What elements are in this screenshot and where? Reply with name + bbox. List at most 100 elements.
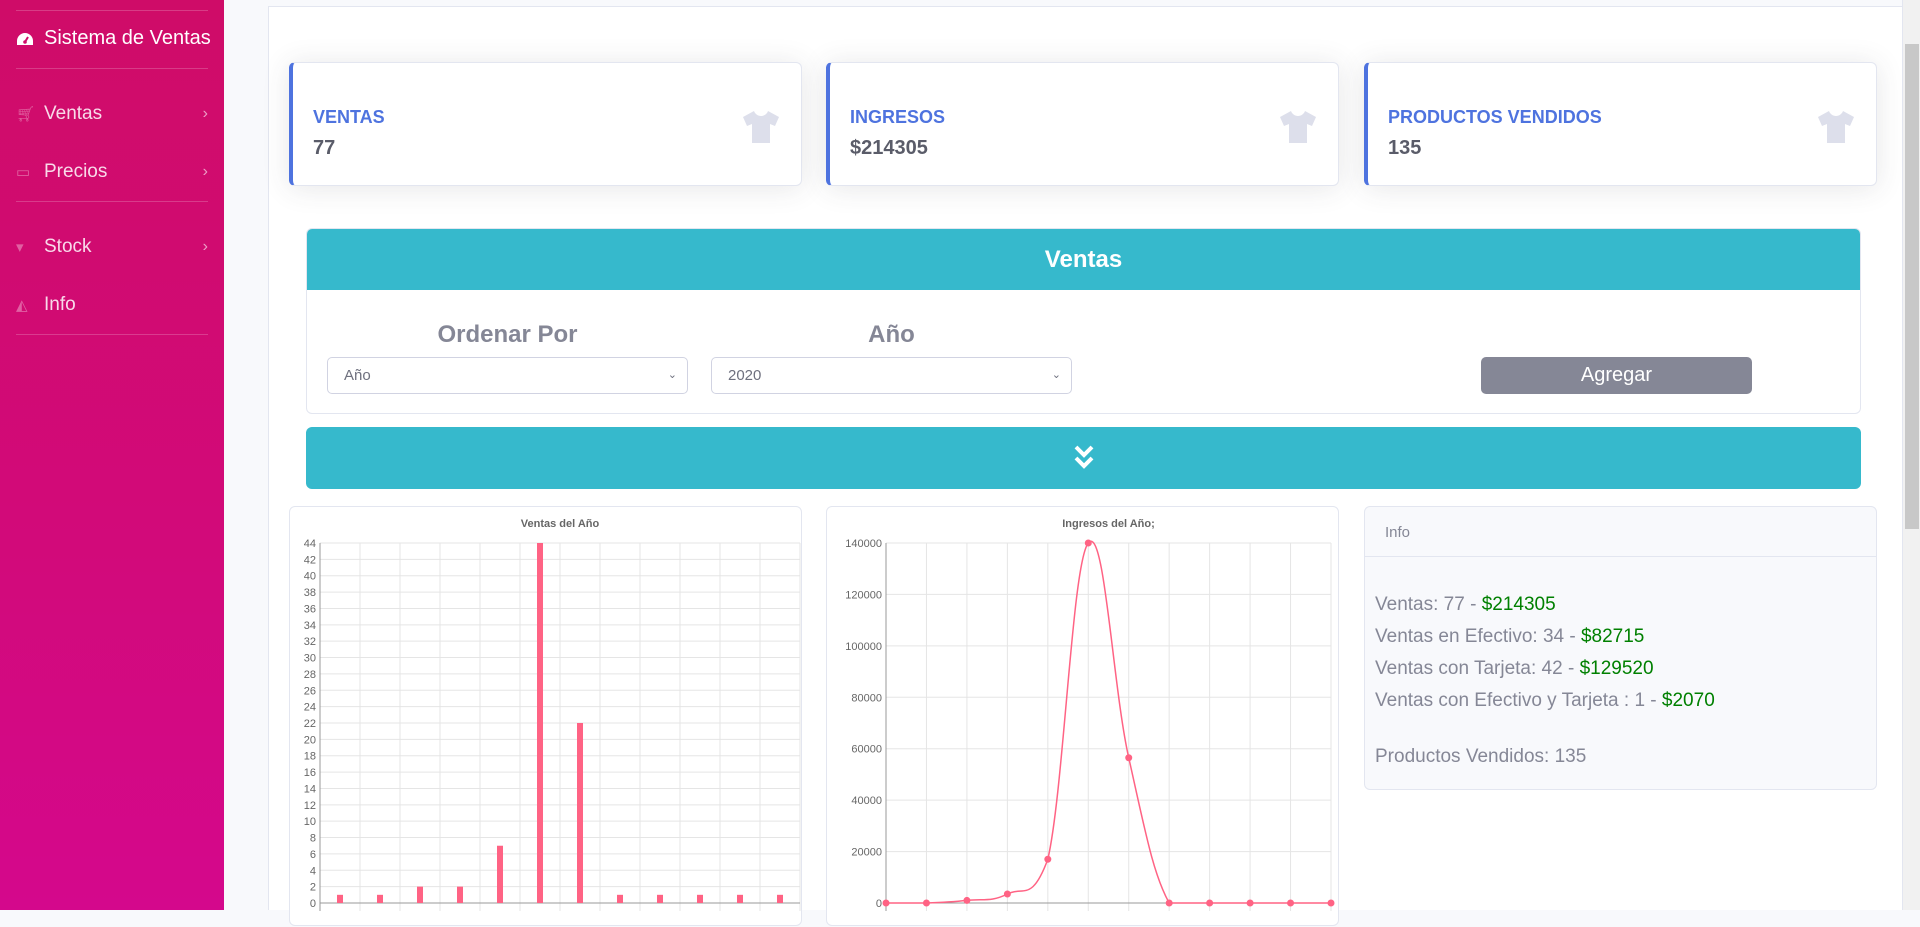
y-tick-label: 42 [304,554,316,566]
panel-title: Ventas [307,229,1860,290]
y-tick-label: 2 [310,882,316,894]
data-point [1003,890,1011,898]
y-tick-label: 10 [304,816,316,828]
y-tick-label: 14 [304,783,316,795]
chart-title: Ingresos del Año; [1062,518,1155,530]
sidebar-item-ventas[interactable]: 🛒︎ Ventas › [16,103,208,125]
y-tick-label: 26 [304,685,316,697]
bar [617,894,623,903]
data-point [1044,855,1052,863]
data-point [922,899,930,907]
bar [457,886,463,903]
y-tick-label: 0 [876,898,882,910]
data-point [1084,539,1092,547]
bar [377,894,383,903]
year-label: Año [868,321,915,348]
stat-card-ingresos: INGRESOS $214305 [826,62,1339,186]
area-chart-icon: ◭ [16,297,28,314]
tachometer-icon [17,32,33,45]
y-tick-label: 40000 [851,795,882,807]
ingresos-chart: Ingresos del Año; 0 20000 40000 60000 80000 10… [826,506,1339,926]
bar [697,894,703,903]
bar [577,723,583,903]
divider [16,334,208,335]
tshirt-icon [743,111,779,143]
data-point [1125,754,1133,762]
info-ventas: Ventas: 77 - $214305 [1375,589,1866,621]
info-productos: Productos Vendidos: 135 [1375,746,1587,767]
card-label: PRODUCTOS VENDIDOS [1388,107,1602,127]
sidebar-item-info[interactable]: ◭ Info [16,294,208,316]
data-point [963,896,971,904]
sidebar-item-label: Info [44,294,76,315]
y-tick-label: 8 [310,833,316,845]
cart-icon: 🛒︎ [16,106,36,123]
tshirt-icon: ▾ [16,239,24,256]
y-tick-label: 80000 [851,692,882,704]
bar [657,894,663,903]
info-mixto: Ventas con Efectivo y Tarjeta : 1 - $207… [1375,685,1866,717]
bar [737,894,743,903]
y-tick-label: 60000 [851,744,882,756]
info-amount: $129520 [1579,658,1654,679]
sidebar-item-label: Precios [44,161,108,182]
info-tarjeta: Ventas con Tarjeta: 42 - $129520 [1375,653,1866,685]
y-tick-label: 20000 [851,847,882,859]
y-tick-label: 20 [304,734,316,746]
sidebar-item-stock[interactable]: ▾ Stock › [16,236,208,258]
agregar-button[interactable]: Agregar [1481,357,1752,394]
collapse-toggle[interactable] [306,427,1861,489]
chart-title: Ventas del Año [521,518,600,530]
y-tick-label: 28 [304,669,316,681]
y-tick-label: 44 [304,538,316,550]
series-line [885,540,1331,904]
chevron-right-icon: › [202,105,208,122]
scrollbar[interactable] [1902,0,1920,910]
card-label: VENTAS [313,107,385,127]
y-tick-label: 6 [310,849,316,861]
y-tick-label: 12 [304,800,316,812]
y-tick-label: 18 [304,751,316,763]
card-value: 135 [1388,137,1422,159]
divider [16,10,208,11]
bar [777,894,783,903]
y-tick-label: 22 [304,718,316,730]
stat-card-productos: PRODUCTOS VENDIDOS 135 [1364,62,1877,186]
order-select-value: Año [344,367,371,384]
scrollbar-thumb[interactable] [1905,44,1919,529]
y-tick-label: 32 [304,636,316,648]
bar [497,845,503,903]
info-label: Ventas con Tarjeta: 42 - [1375,658,1580,679]
chevron-down-icon: ⌄ [667,369,677,381]
chevron-down-icon: ⌄ [1051,369,1061,381]
brand-link[interactable]: Sistema de Ventas [16,27,211,50]
chevron-right-icon: › [202,238,208,255]
year-select-value: 2020 [728,367,762,384]
chevron-right-icon: › [202,163,208,180]
data-point [1327,899,1335,907]
ventas-chart: Ventas del Año 0 2 4 6 8 10 12 14 16 18 20 22 24 26 28 3… [289,506,802,926]
data-point [1287,899,1295,907]
money-icon: ▭ [16,164,31,181]
data-point [1246,899,1254,907]
y-tick-label: 36 [304,603,316,615]
info-title: Info [1365,507,1876,557]
card-value: 77 [313,137,336,159]
sidebar-item-label: Stock [44,236,92,257]
double-chevron-down-icon [1074,445,1093,469]
tshirt-icon [1280,111,1316,143]
bar [537,543,543,903]
y-tick-label: 120000 [845,589,882,601]
sidebar: Sistema de Ventas 🛒︎ Ventas › ▭ Precios › ▾ S… [0,0,224,910]
stat-card-ventas: VENTAS 77 [289,62,802,186]
info-amount: $214305 [1481,594,1556,615]
card-value: $214305 [850,137,928,159]
order-label: Ordenar Por [437,321,578,348]
sidebar-item-precios[interactable]: ▭ Precios › [16,161,208,183]
year-select[interactable]: 2020 ⌄ [711,357,1072,394]
y-tick-label: 100000 [845,641,882,653]
card-label: INGRESOS [850,107,946,127]
order-select[interactable]: Año ⌄ [327,357,688,394]
y-tick-label: 24 [304,702,316,714]
bar [337,894,343,903]
